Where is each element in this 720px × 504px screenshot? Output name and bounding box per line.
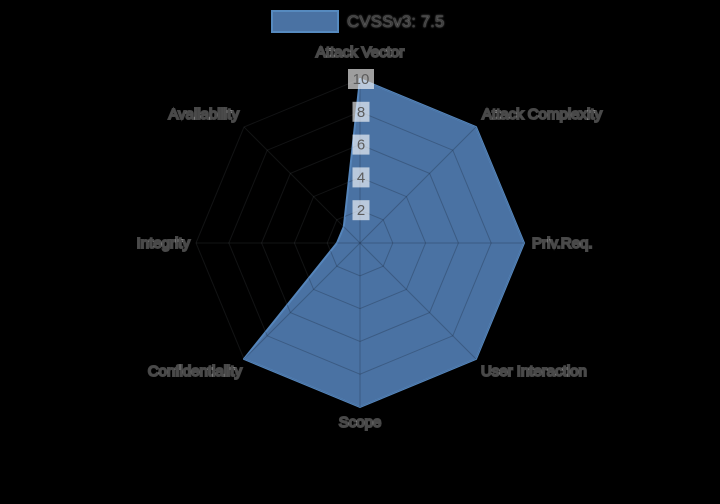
axis-label-scope: Scope <box>339 414 382 431</box>
axis-label-user-interaction: User Interaction <box>481 363 587 380</box>
axis-label-availability: Availability <box>168 106 239 123</box>
tick-chip <box>352 101 370 122</box>
radial-tick-label: 6 <box>357 137 365 154</box>
axis-label-attack-vector: Attack Vector <box>316 44 404 61</box>
grid-spoke <box>244 242 361 360</box>
radial-axis-ticks: 2 4 6 8 10 <box>348 69 374 221</box>
grid-spoke <box>359 242 477 360</box>
tick-chip <box>352 200 370 221</box>
axis-labels: Attack Vector Attack Complexity Priv.Req. U… <box>136 43 604 432</box>
tick-chip <box>348 69 374 89</box>
radar-series-polygon <box>243 78 525 408</box>
radial-tick-label: 10 <box>353 71 370 88</box>
grid-spoke <box>243 126 361 244</box>
radial-tick-label: 4 <box>357 169 365 186</box>
axis-label-attack-complexity: Attack Complexity <box>482 106 603 123</box>
axis-label-priv-req-: Priv.Req. <box>532 235 593 252</box>
legend-item[interactable]: CVSSv3: 7.5 <box>271 10 444 33</box>
tick-chip <box>352 134 370 155</box>
radial-tick-label: 8 <box>357 104 365 121</box>
grid-ring <box>244 79 524 407</box>
tick-chip <box>352 167 370 188</box>
grid-spoke <box>359 126 477 244</box>
legend-label: CVSSv3: 7.5 <box>347 11 445 31</box>
legend-swatch-icon <box>271 10 339 33</box>
axis-label-confidentiality: Confidentiality <box>148 363 243 380</box>
axis-label-integrity: Integrity <box>137 235 191 252</box>
radial-tick-label: 2 <box>357 202 365 219</box>
